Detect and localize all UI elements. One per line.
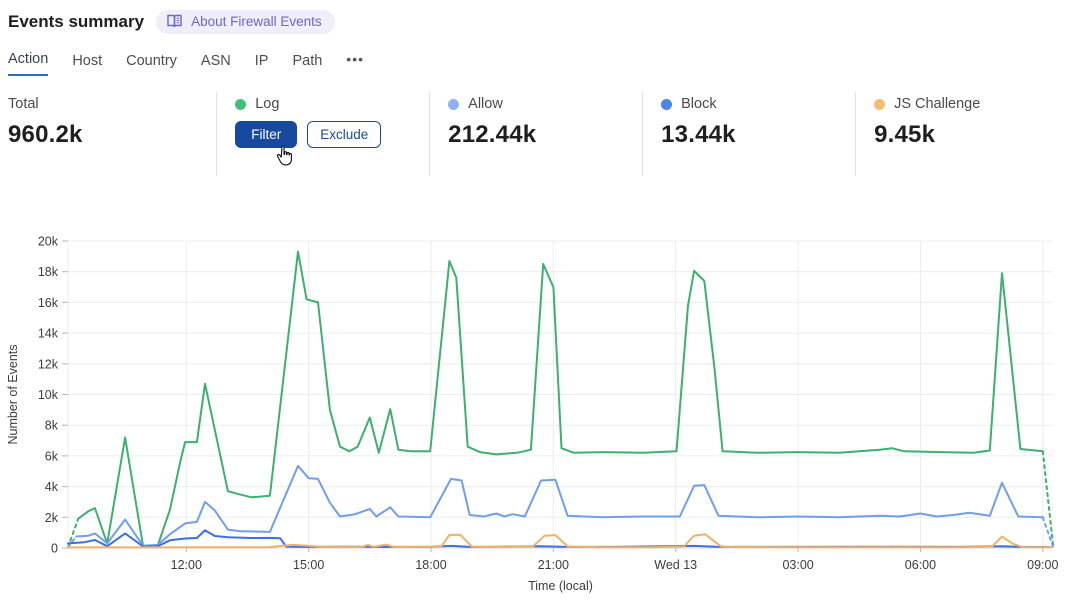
svg-text:16k: 16k (38, 296, 59, 310)
stat-block-value: 13.44k (661, 121, 736, 148)
stat-allow: Allow 212.44k (429, 92, 642, 176)
tab-ip[interactable]: IP (254, 53, 269, 69)
stat-total-label: Total (8, 96, 39, 112)
svg-text:18k: 18k (38, 265, 59, 279)
svg-text:Time (local): Time (local) (528, 579, 593, 593)
svg-text:2k: 2k (45, 511, 59, 525)
tab-host[interactable]: Host (72, 53, 103, 69)
stat-total: Total 960.2k (0, 92, 216, 176)
filter-button[interactable]: Filter (235, 121, 298, 148)
svg-text:0: 0 (51, 542, 58, 556)
mouse-cursor-hand-icon (275, 144, 297, 175)
svg-text:15:00: 15:00 (293, 558, 324, 572)
exclude-button[interactable]: Exclude (307, 121, 382, 148)
line-chart-canvas[interactable]: 0 2k 4k 6k 8k 10k 12k 14k 16k 18k 20k 12:00 15:00 18:… (0, 221, 1068, 598)
about-firewall-events-badge[interactable]: About Firewall Events (156, 10, 335, 34)
page-header: Events summary About Firewall Events (0, 0, 1068, 34)
tab-action[interactable]: Action (8, 51, 49, 76)
js-challenge-dot-icon (874, 98, 886, 110)
stat-js-challenge: JS Challenge 9.45k (855, 92, 1068, 176)
stat-block-label: Block (681, 96, 717, 112)
stat-allow-value: 212.44k (448, 121, 537, 148)
svg-text:14k: 14k (38, 327, 59, 341)
stat-log: Log Filter Exclude (216, 92, 429, 176)
stat-block: Block 13.44k (642, 92, 855, 176)
stat-allow-label: Allow (468, 96, 503, 112)
svg-text:12k: 12k (38, 357, 59, 371)
svg-text:4k: 4k (45, 480, 59, 494)
book-icon (166, 14, 183, 29)
svg-text:20k: 20k (38, 235, 59, 249)
stat-log-label: Log (255, 96, 280, 112)
stats-row: Total 960.2k Log Filter Exclude Allow 21… (0, 92, 1068, 176)
badge-label: About Firewall Events (191, 14, 322, 29)
svg-text:03:00: 03:00 (782, 558, 813, 572)
tab-path[interactable]: Path (292, 53, 323, 69)
block-dot-icon (661, 98, 673, 110)
svg-text:18:00: 18:00 (415, 558, 446, 572)
svg-text:09:00: 09:00 (1027, 558, 1058, 572)
stat-js-challenge-value: 9.45k (874, 121, 936, 148)
svg-text:6k: 6k (45, 449, 59, 463)
stat-total-value: 960.2k (8, 121, 83, 148)
stat-js-challenge-label: JS Challenge (894, 96, 981, 112)
dimension-tabs: Action Host Country ASN IP Path ••• (0, 51, 1068, 76)
tab-asn[interactable]: ASN (200, 53, 231, 69)
svg-text:10k: 10k (38, 388, 59, 402)
log-dot-icon (235, 98, 247, 110)
svg-text:06:00: 06:00 (905, 558, 936, 572)
svg-text:Wed 13: Wed 13 (654, 558, 697, 572)
svg-text:21:00: 21:00 (538, 558, 569, 572)
page-title: Events summary (8, 12, 145, 31)
svg-text:8k: 8k (45, 419, 59, 433)
tabs-more-button[interactable]: ••• (346, 51, 365, 67)
svg-text:12:00: 12:00 (171, 558, 202, 572)
allow-dot-icon (448, 98, 460, 110)
events-time-series-chart[interactable]: 0 2k 4k 6k 8k 10k 12k 14k 16k 18k 20k 12:00 15:00 18:… (0, 221, 1068, 598)
tab-country[interactable]: Country (126, 53, 177, 69)
svg-text:Number of Events: Number of Events (6, 344, 20, 444)
